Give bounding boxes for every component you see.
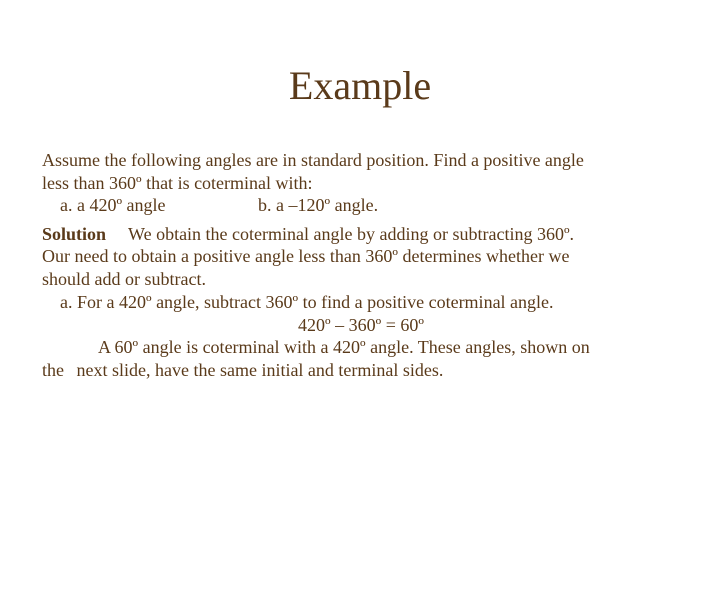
problem-line-2: less than 360º that is coterminal with: (42, 172, 680, 195)
solution-label: Solution (42, 224, 106, 244)
result-line-1: A 60º angle is coterminal with a 420º an… (42, 336, 680, 359)
solution-line-2: Our need to obtain a positive angle less… (42, 245, 680, 268)
problem-line-1: Assume the following angles are in stand… (42, 149, 680, 172)
item-b: b. a –120º angle. (258, 194, 378, 217)
solution-line-3: should add or subtract. (42, 268, 680, 291)
last-rest: next slide, have the same initial and te… (77, 359, 444, 382)
last-prefix: the (42, 360, 64, 380)
equation: 420º – 360º = 60º (42, 314, 680, 337)
solution-text-1: We obtain the coterminal angle by adding… (128, 224, 574, 244)
problem-items: a. a 420º angle b. a –120º angle. (42, 194, 680, 217)
solution-line-1: Solution We obtain the coterminal angle b… (42, 223, 680, 246)
slide-body: Assume the following angles are in stand… (0, 149, 720, 381)
slide-title: Example (0, 62, 720, 109)
solution-block: Solution We obtain the coterminal angle b… (42, 223, 680, 382)
item-a: a. a 420º angle (60, 195, 166, 215)
problem-statement: Assume the following angles are in stand… (42, 149, 680, 217)
solution-item-a: a. For a 420º angle, subtract 360º to fi… (42, 291, 680, 314)
result-line-2: the next slide, have the same initial an… (42, 359, 680, 382)
